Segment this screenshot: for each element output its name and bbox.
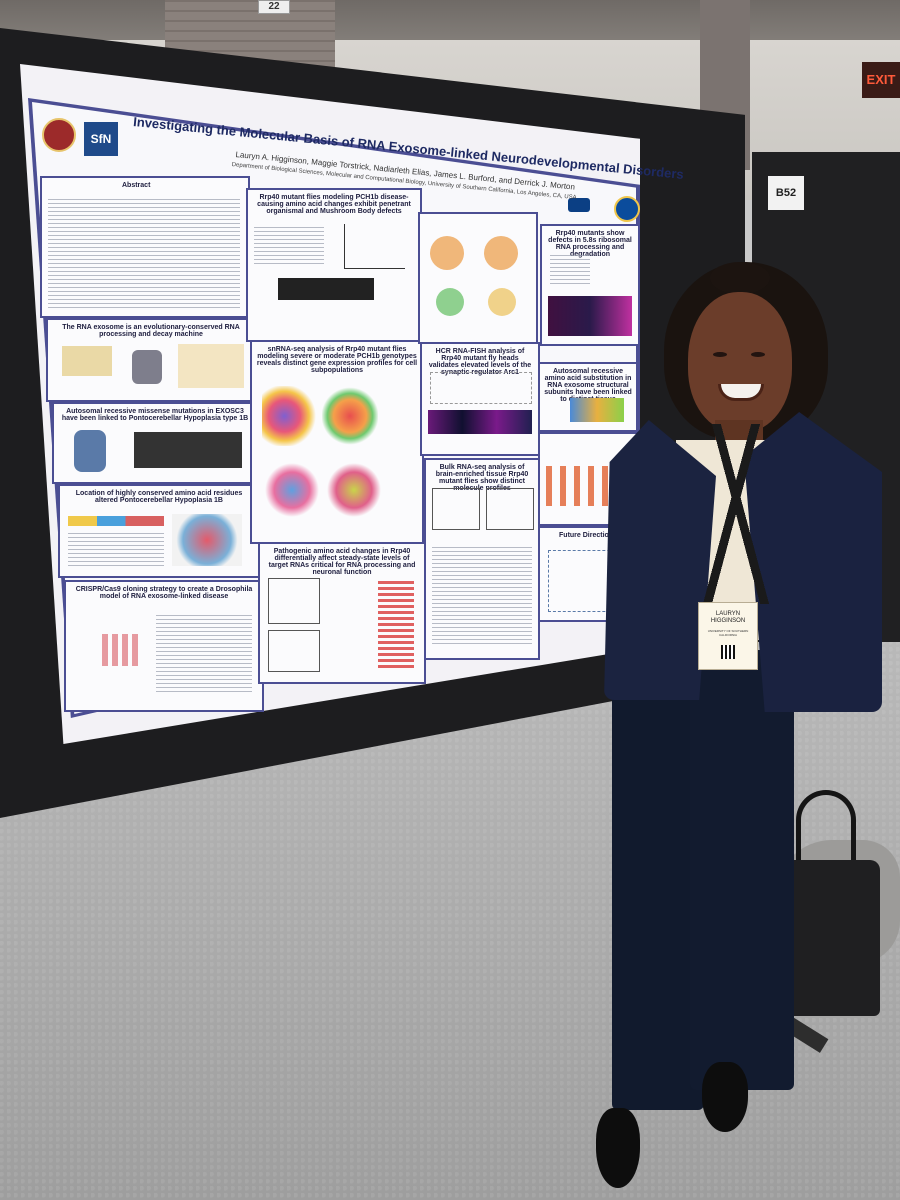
subunit-diagram [570,398,624,422]
heatmap [486,488,534,530]
section-title: Pathogenic amino acid changes in Rrp40 d… [268,548,416,576]
viability-table [254,224,324,264]
poster-section-location: Location of highly conserved amino acid … [58,484,260,578]
volcano-plots [430,372,532,404]
protein-domain-bar [68,516,164,526]
badge-name: LAURYN HIGGINSON [699,611,757,625]
protein-model-icon [74,430,106,472]
poster-section-crispr: CRISPR/Cas9 cloning strategy to create a… [64,580,264,712]
person-face [688,292,792,432]
nih-logo [568,198,590,212]
section-title: The RNA exosome is an evolutionary-conse… [62,324,240,338]
northern-blot [550,254,590,284]
left-eye [713,352,727,357]
left-shoe [596,1108,640,1188]
umap-plot-1 [262,386,318,446]
vial-illustration [102,634,142,666]
section-title: Rrp40 mutants show defects in 5.8s ribos… [548,230,632,258]
section-title: Bulk RNA-seq analysis of brain-enriched … [435,464,529,492]
fluorescence-images [548,296,632,336]
scatter-plot-2 [268,630,320,672]
lanyard [696,424,776,604]
name-badge: LAURYN HIGGINSON UNIVERSITY OF SOUTHERN … [698,602,758,670]
exit-sign: EXIT [862,62,900,98]
section-title: Future Directions [559,532,617,539]
venn-diagram-2 [484,236,518,270]
hair-bun [710,262,770,294]
poster-section-rrp40-flies: Rrp40 mutant flies modeling PCH1b diseas… [246,188,422,342]
sequence-alignment [68,532,164,566]
badge-first-name: LAURYN [715,611,741,617]
venn-diagram-4 [488,288,516,316]
section-title: Autosomal recessive missense mutations i… [61,408,249,422]
poster-section-hcr: HCR RNA-FISH analysis of Rrp40 mutant fl… [420,342,540,456]
exosome-structure-icon [132,350,162,384]
section-title: Location of highly conserved amino acid … [75,490,243,504]
section-title: snRNA-seq analysis of Rrp40 mutant flies… [256,346,418,374]
venn-diagram-1 [430,236,464,270]
booth-number-sign: 22 [258,0,290,14]
poster-section-autosomal-sub: Autosomal recessive amino acid substitut… [538,362,638,432]
protein-structure-render [172,514,242,566]
left-pant-leg [612,650,704,1110]
right-shoe [702,1062,748,1132]
poster-section-ribosomal [418,212,538,344]
board-number-sign: B52 [768,176,804,210]
university-seal-logo [42,118,76,152]
mushroom-body-images [278,278,374,300]
lifespan-plot [344,224,405,269]
poster-section-bulk: Bulk RNA-seq analysis of brain-enriched … [424,458,540,660]
poster-section-abstract: Abstract [40,176,250,318]
poster-section-rrp40-rrna: Rrp40 mutants show defects in 5.8s ribos… [540,224,640,346]
nsf-logo [614,196,640,222]
abstract-text-block [48,196,240,308]
poster-section-pathogenic: Pathogenic amino acid changes in Rrp40 d… [258,542,426,684]
crispr-diagram [156,612,252,692]
section-title: Abstract [122,182,151,189]
right-eye [751,352,765,357]
section-title: Rrp40 mutant flies modeling PCH1b diseas… [257,194,411,215]
go-terms-table [432,544,532,644]
sfn-logo: SfN [84,122,118,156]
umap-plot-2 [322,386,378,446]
scatter-plot-1 [268,578,320,624]
qr-code-icon [721,645,735,659]
poster-section-autosomal: Autosomal recessive missense mutations i… [52,402,258,484]
hcr-microscopy-images [428,410,532,434]
diagram-cytoplasm-box [178,344,244,388]
right-pant-leg [690,650,794,1090]
umap-plot-3 [264,462,320,518]
poster-section-exosome: The RNA exosome is an evolutionary-conse… [46,318,256,402]
badge-last-name: HIGGINSON [710,618,746,624]
bag-handle [796,790,856,887]
section-title: CRISPR/Cas9 cloning strategy to create a… [75,586,253,600]
umap-plot-4 [326,462,382,518]
mri-scan-images [134,432,242,468]
pca-plot [432,488,480,530]
poster-section-snrna: snRNA-seq analysis of Rrp40 mutant flies… [250,340,424,544]
bar-chart [378,578,414,668]
diagram-nucleus-box [62,346,112,376]
badge-organization: UNIVERSITY OF SOUTHERN CALIFORNIA [707,629,749,637]
venn-diagram-3 [436,288,464,316]
